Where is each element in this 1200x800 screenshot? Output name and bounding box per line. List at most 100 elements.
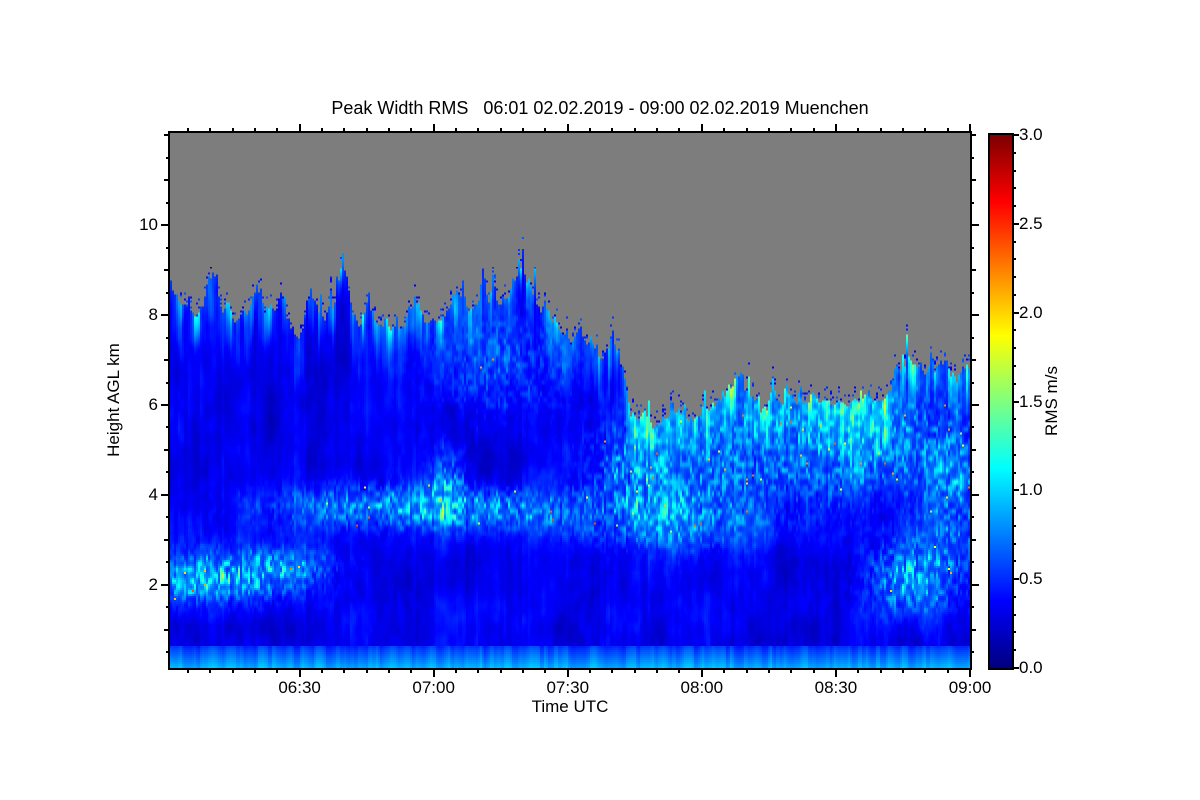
y-minor-tick-right: [970, 202, 974, 204]
x-minor-tick: [589, 668, 591, 673]
y-minor-tick: [166, 247, 170, 249]
x-major-tick-top: [701, 124, 703, 133]
x-minor-tick: [544, 668, 546, 673]
cb-minor-tick: [1012, 170, 1016, 172]
x-minor-tick-top: [813, 128, 815, 133]
x-major-tick: [969, 668, 971, 677]
x-minor-tick: [678, 668, 680, 673]
y-minor-tick-right: [970, 516, 974, 518]
x-minor-tick: [902, 668, 904, 673]
y-minor-tick: [166, 651, 170, 653]
y-major-tick-right: [970, 584, 979, 586]
y-minor-tick: [164, 179, 170, 181]
y-minor-tick: [164, 449, 170, 451]
x-minor-tick: [880, 668, 882, 673]
cb-minor-tick: [1012, 329, 1016, 331]
x-minor-tick-top: [880, 128, 882, 133]
x-minor-tick-top: [254, 128, 256, 133]
x-major-tick: [701, 668, 703, 677]
x-minor-tick-top: [857, 128, 859, 133]
x-minor-tick-top: [522, 128, 524, 133]
x-minor-tick-top: [477, 128, 479, 133]
x-minor-tick: [232, 668, 234, 673]
cb-minor-tick: [1012, 418, 1016, 420]
colorbar-gradient: [990, 135, 1012, 668]
colorbar-label: RMS m/s: [1042, 366, 1061, 436]
y-minor-tick: [166, 292, 170, 294]
x-minor-tick: [500, 668, 502, 673]
cb-minor-tick: [1012, 205, 1016, 207]
y-minor-tick-right: [970, 134, 976, 136]
cb-minor-tick: [1012, 614, 1016, 616]
x-minor-tick: [388, 668, 390, 673]
cb-minor-tick: [1012, 152, 1016, 154]
cb-minor-tick: [1012, 543, 1016, 545]
y-major-tick-right: [970, 494, 979, 496]
y-minor-tick-right: [970, 426, 974, 428]
x-axis-label: Time UTC: [531, 697, 609, 716]
y-minor-tick-right: [970, 269, 976, 271]
x-minor-tick: [656, 668, 658, 673]
x-minor-tick: [321, 668, 323, 673]
x-tick-label: 07:00: [412, 678, 455, 697]
cb-minor-tick: [1012, 187, 1016, 189]
x-major-tick-top: [969, 124, 971, 133]
y-minor-tick-right: [970, 539, 976, 541]
y-major-tick-right: [970, 314, 979, 316]
x-minor-tick-top: [410, 128, 412, 133]
x-minor-tick-top: [366, 128, 368, 133]
x-major-tick: [835, 668, 837, 677]
cb-major-tick: [1012, 667, 1019, 669]
x-minor-tick: [477, 668, 479, 673]
y-major-tick-right: [970, 224, 979, 226]
x-minor-tick: [410, 668, 412, 673]
x-minor-tick: [209, 668, 211, 673]
x-minor-tick-top: [388, 128, 390, 133]
y-minor-tick-right: [970, 247, 974, 249]
y-major-tick: [161, 584, 170, 586]
cb-minor-tick: [1012, 525, 1016, 527]
x-minor-tick-top: [947, 128, 949, 133]
x-minor-tick: [455, 668, 457, 673]
x-minor-tick: [276, 668, 278, 673]
x-minor-tick-top: [455, 128, 457, 133]
cb-major-tick: [1012, 401, 1019, 403]
y-minor-tick: [164, 269, 170, 271]
x-minor-tick-top: [321, 128, 323, 133]
x-minor-tick-top: [187, 128, 189, 133]
x-minor-tick: [947, 668, 949, 673]
y-major-tick-right: [970, 404, 979, 406]
x-minor-tick-top: [544, 128, 546, 133]
x-major-tick-top: [567, 124, 569, 133]
y-minor-tick: [166, 471, 170, 473]
chart-title: Peak Width RMS 06:01 02.02.2019 - 09:00 …: [331, 98, 869, 118]
y-minor-tick-right: [970, 651, 974, 653]
y-minor-tick: [166, 516, 170, 518]
cb-major-tick: [1012, 578, 1019, 580]
x-major-tick: [567, 668, 569, 677]
x-minor-tick: [857, 668, 859, 673]
y-minor-tick: [164, 629, 170, 631]
cb-minor-tick: [1012, 383, 1016, 385]
cb-minor-tick: [1012, 347, 1016, 349]
x-major-tick-top: [299, 124, 301, 133]
colorbar-tick-label: 0.0: [1019, 658, 1043, 677]
colorbar-tick-label: 2.0: [1019, 302, 1043, 322]
x-minor-tick: [924, 668, 926, 673]
y-minor-tick: [164, 359, 170, 361]
cb-minor-tick: [1012, 560, 1016, 562]
x-tick-label: 08:00: [680, 678, 724, 697]
y-minor-tick-right: [970, 606, 974, 608]
cb-minor-tick: [1012, 436, 1016, 438]
x-minor-tick: [187, 668, 189, 673]
y-tick-label: 6: [148, 394, 158, 414]
x-tick-label: 08:30: [814, 678, 858, 697]
cb-major-tick: [1012, 223, 1019, 225]
x-minor-tick-top: [790, 128, 792, 133]
x-minor-tick: [723, 668, 725, 673]
y-minor-tick-right: [970, 449, 976, 451]
x-minor-tick-top: [746, 128, 748, 133]
y-minor-tick-right: [970, 382, 974, 384]
y-minor-tick: [166, 337, 170, 339]
